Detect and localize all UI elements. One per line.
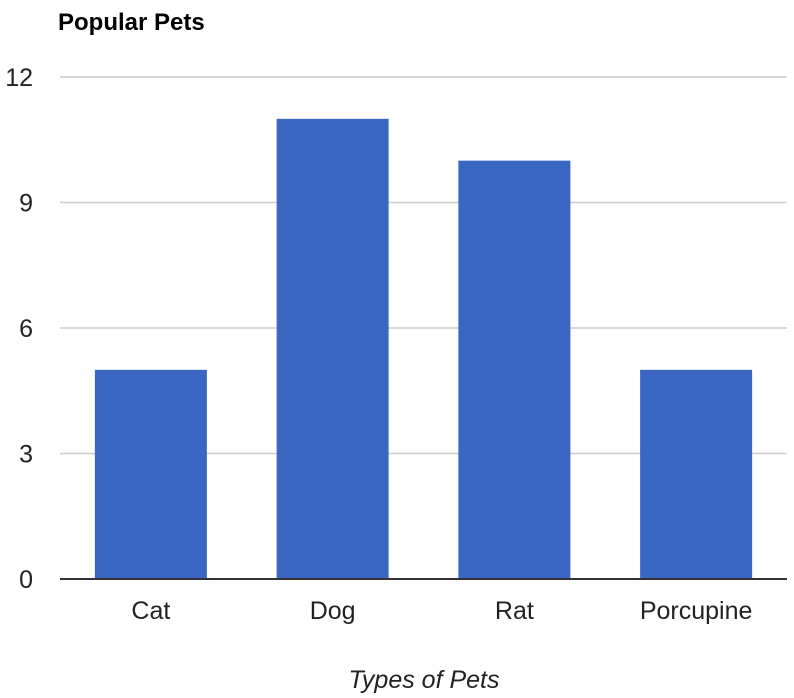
bar-dog bbox=[276, 118, 389, 579]
bar-porcupine bbox=[640, 369, 753, 579]
x-axis-label: Types of Pets bbox=[349, 666, 500, 694]
y-tick-label: 9 bbox=[19, 190, 33, 218]
x-tick-label: Cat bbox=[131, 597, 170, 625]
y-tick-label: 12 bbox=[5, 64, 33, 92]
x-tick-label: Porcupine bbox=[640, 597, 753, 625]
bar-cat bbox=[94, 369, 207, 579]
bar-rat bbox=[458, 160, 571, 579]
x-tick-label: Dog bbox=[310, 597, 356, 625]
bars bbox=[94, 118, 753, 579]
y-tick-label: 3 bbox=[19, 441, 33, 469]
y-tick-label: 0 bbox=[19, 566, 33, 594]
chart-title: Popular Pets bbox=[58, 9, 205, 36]
x-axis-tick-labels: Cat Dog Rat Porcupine bbox=[131, 597, 752, 625]
y-tick-label: 6 bbox=[19, 315, 33, 343]
x-tick-label: Rat bbox=[495, 597, 534, 625]
y-axis-tick-labels: 0 3 6 9 12 bbox=[5, 64, 33, 594]
